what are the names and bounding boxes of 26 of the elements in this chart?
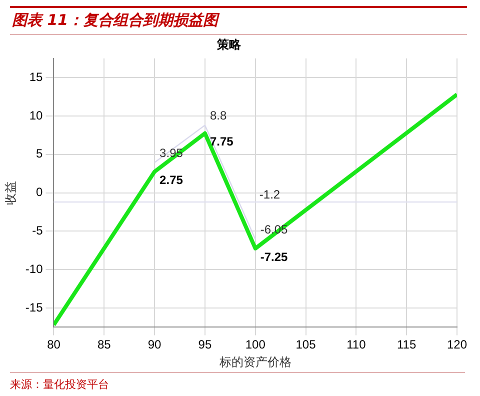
x-tick-label: 120 [446, 338, 468, 352]
y-tick-label: -5 [32, 224, 44, 238]
data-label: 8.8 [210, 108, 227, 123]
x-tick-label: 85 [97, 338, 112, 352]
y-tick-label: -15 [25, 300, 44, 314]
data-label: 7.75 [210, 134, 234, 149]
y-axis-title: 收益 [3, 180, 18, 205]
y-tick-label: 15 [29, 70, 44, 84]
x-tick-label: 100 [245, 338, 266, 352]
x-tick-label: 95 [198, 338, 212, 352]
y-tick-label: 10 [29, 108, 44, 122]
chart-title: 图表 11：复合组合到期损益图 [10, 6, 467, 35]
source-note: 来源：量化投资平台 [10, 372, 465, 392]
x-tick-label: 90 [148, 338, 162, 352]
ref-line-label: -1.2 [259, 187, 280, 202]
x-tick-label: 105 [296, 338, 316, 352]
y-tick-label: -10 [25, 262, 44, 276]
y-tick-label: 0 [36, 185, 44, 200]
x-axis-title: 标的资产价格 [218, 354, 292, 369]
chart-subtitle: 策略 [216, 37, 242, 52]
data-label: -7.25 [260, 250, 288, 264]
y-tick-label: 5 [36, 146, 44, 161]
data-label: 2.75 [160, 172, 184, 187]
x-tick-label: 110 [346, 338, 366, 352]
x-tick-label: 115 [397, 338, 416, 352]
x-tick-label: 80 [47, 338, 61, 352]
